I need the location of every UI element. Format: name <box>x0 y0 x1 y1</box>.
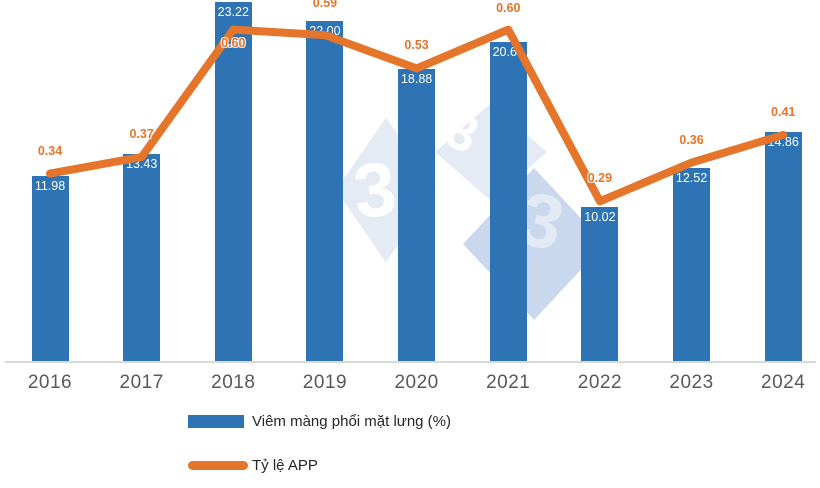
x-tick-2017: 2017 <box>119 372 164 393</box>
bar-2021 <box>489 41 527 362</box>
bar-value-label-2018: 23.22 <box>217 5 249 20</box>
bar-2018 <box>214 2 252 362</box>
bar-value-label-2022: 10.02 <box>584 209 616 224</box>
x-tick-2018: 2018 <box>211 372 256 393</box>
x-tick-2022: 2022 <box>577 372 623 393</box>
legend-bar-label: Viêm màng phổi mặt lưng (%) <box>252 413 452 430</box>
line-series <box>46 25 788 206</box>
x-tick-2019: 2019 <box>302 372 348 393</box>
bar-value-label-2020: 18.88 <box>400 72 433 87</box>
line-value-label-2017: 0.37 <box>129 127 154 142</box>
line-value-label-2024: 0.41 <box>771 104 796 119</box>
x-axis-line <box>5 361 816 363</box>
legend-item-bars: Viêm màng phổi mặt lưng (%) <box>188 413 451 430</box>
line-value-label-2023: 0.36 <box>679 132 704 147</box>
bar-2016 <box>31 176 69 362</box>
app-rate-line <box>46 25 788 206</box>
bar-2022 <box>581 206 619 362</box>
bar-2017 <box>123 153 161 362</box>
legend-bar-swatch <box>188 415 244 428</box>
line-value-label-2018: 0.60 <box>221 35 246 50</box>
x-tick-2021: 2021 <box>486 372 531 393</box>
x-tick-2023: 2023 <box>669 372 714 393</box>
bar-value-label-2023: 12.52 <box>675 170 708 185</box>
x-tick-2016: 2016 <box>27 372 73 393</box>
bar-2020 <box>398 69 436 362</box>
legend-line-swatch <box>188 461 248 470</box>
bar-2024 <box>764 131 802 362</box>
bar-2019 <box>306 21 344 362</box>
line-value-label-2019: 0.59 <box>312 0 338 11</box>
x-tick-2024: 2024 <box>761 372 806 393</box>
bar-value-label-2016: 11.98 <box>34 179 66 194</box>
bar-2023 <box>673 167 711 362</box>
line-value-label-2020: 0.53 <box>404 38 429 53</box>
line-value-label-2021: 0.60 <box>496 0 521 15</box>
line-value-label-2022: 0.29 <box>587 171 613 186</box>
legend-item-line: Tỷ lệ APP <box>188 457 318 474</box>
line-value-label-2016: 0.34 <box>37 143 63 158</box>
x-tick-2020: 2020 <box>394 372 439 393</box>
legend-line-label: Tỷ lệ APP <box>252 457 318 474</box>
